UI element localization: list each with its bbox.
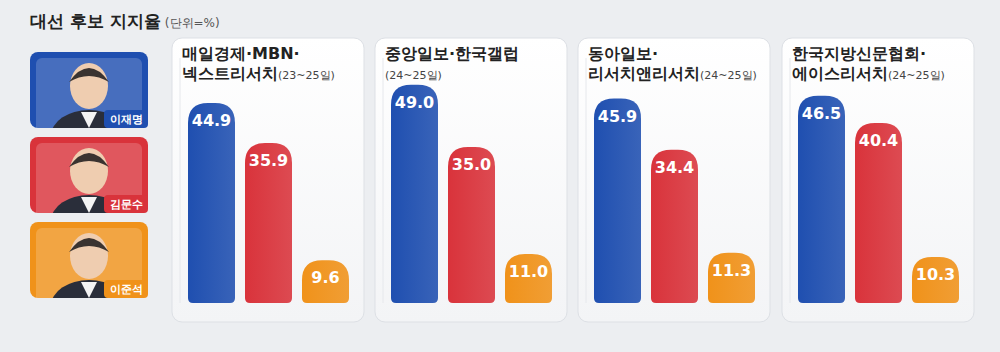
bar (245, 143, 292, 303)
category-label: 동아일보·리서치앤리서치(24~25일) (588, 44, 764, 86)
bar (798, 96, 845, 303)
data-label: 11.3 (712, 261, 751, 280)
data-label: 34.4 (655, 158, 694, 177)
data-label: 10.3 (916, 265, 955, 284)
panel (375, 38, 567, 322)
category-label: 매일경제·MBN·넥스트리서치(23~25일) (182, 44, 358, 86)
legend-label: 이재명 (110, 112, 143, 127)
legend-label: 이준석 (110, 282, 143, 297)
chart-title: 대선 후보 지지율 (단위=%) (30, 10, 220, 33)
legend-label: 김문수 (110, 197, 143, 212)
title-text: 대선 후보 지지율 (30, 11, 161, 31)
panel (172, 38, 364, 322)
axis-line (383, 58, 384, 303)
bar (912, 257, 959, 303)
bars (391, 85, 552, 303)
bars (594, 99, 755, 303)
data-label: 9.6 (311, 268, 339, 287)
data-label: 35.0 (452, 155, 491, 174)
bar (651, 150, 698, 303)
portrait (36, 143, 142, 213)
bars (798, 96, 959, 303)
data-label: 45.9 (598, 107, 637, 126)
panel (782, 38, 974, 322)
legend-item (30, 222, 148, 332)
bar (708, 253, 755, 303)
axis-line (586, 58, 587, 303)
portrait (36, 228, 142, 298)
bars (188, 103, 349, 303)
bar (594, 99, 641, 303)
stage: 대선 후보 지지율 (단위=%) 44.9 35.9 9.6 49.0 35.0 11.0 45… (0, 0, 1000, 352)
category-label: 한국지방신문협회·에이스리서치(24~25일) (792, 44, 968, 86)
bar (505, 254, 552, 303)
axis-line (180, 58, 181, 303)
data-label: 44.9 (192, 111, 231, 130)
data-label: 49.0 (395, 93, 434, 112)
bar (302, 260, 349, 303)
data-label: 11.0 (509, 262, 548, 281)
bar (448, 147, 495, 303)
category-label: 중앙일보·한국갤럽(24~25일) (385, 44, 561, 86)
panel (578, 38, 770, 322)
portrait (36, 58, 142, 128)
bar (188, 103, 235, 303)
data-label: 40.4 (859, 131, 898, 150)
bar (855, 123, 902, 303)
axis-line (790, 58, 791, 303)
bar (391, 85, 438, 303)
subtitle: (단위=%) (165, 16, 220, 30)
data-label: 46.5 (802, 104, 841, 123)
data-label: 35.9 (249, 151, 288, 170)
